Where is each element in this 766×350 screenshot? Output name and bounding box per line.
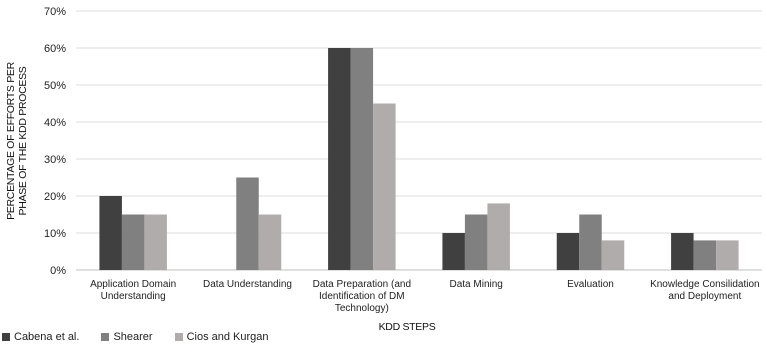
- y-tick-label: 70%: [44, 6, 66, 18]
- bar: [373, 103, 396, 270]
- category-label: Knowledge Consilidation and Deployment: [650, 279, 760, 302]
- bar: [99, 196, 122, 270]
- bar: [144, 214, 167, 270]
- bar: [236, 177, 259, 270]
- y-tick-labels: 0% 10% 20% 30% 40% 50% 60% 70%: [44, 6, 66, 277]
- bar: [671, 233, 694, 270]
- bar: [258, 214, 282, 270]
- legend-swatch: [2, 333, 10, 341]
- bar: [121, 214, 145, 270]
- bars: [99, 48, 739, 270]
- category-label: Evaluation: [567, 279, 614, 290]
- legend-swatch: [174, 333, 183, 341]
- legend-label: Cios and Kurgan: [186, 331, 269, 343]
- bar: [716, 240, 739, 270]
- category-labels: Application Domain Understanding Data Unde…: [90, 279, 760, 314]
- legend-item: Cios and Kurgan: [174, 331, 269, 343]
- category-label: Data Preparation (and Identification of D…: [313, 279, 411, 314]
- bar: [693, 240, 717, 270]
- y-tick-label: 40%: [44, 117, 66, 129]
- legend-swatch: [101, 333, 110, 341]
- y-tick-label: 10%: [44, 228, 66, 240]
- bar: [579, 214, 602, 270]
- bar: [601, 240, 625, 270]
- gridlines: [76, 10, 762, 271]
- y-tick-label: 60%: [44, 43, 66, 55]
- x-axis-title: KDD STEPS: [379, 321, 436, 333]
- bar: [350, 48, 374, 270]
- legend-label: Cabena et al.: [14, 331, 80, 343]
- legend-item: Shearer: [101, 331, 153, 343]
- category-label: Application Domain Understanding: [90, 279, 176, 302]
- bar: [556, 233, 580, 270]
- y-axis-title: PERCENTAGE OF EFFORTS PERPHASE OF THE KD…: [5, 61, 29, 220]
- legend-label: Shearer: [113, 331, 153, 343]
- bar: [328, 48, 351, 270]
- y-tick-label: 50%: [44, 80, 66, 92]
- y-tick-label: 20%: [44, 191, 66, 203]
- bar: [487, 203, 510, 270]
- category-label: Data Understanding: [203, 279, 292, 290]
- legend: Cabena et al. Shearer Cios and Kurgan: [2, 331, 291, 343]
- bar: [464, 214, 488, 270]
- y-tick-label: 0%: [50, 265, 66, 277]
- legend-item: Cabena et al.: [2, 331, 79, 343]
- y-tick-label: 30%: [44, 154, 66, 166]
- category-label: Data Mining: [449, 279, 502, 290]
- bar: [442, 233, 465, 270]
